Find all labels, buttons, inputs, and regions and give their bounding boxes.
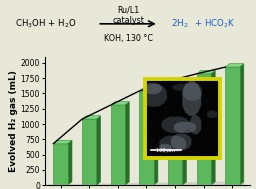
Bar xyxy=(139,91,154,185)
Text: 2H$_2$: 2H$_2$ xyxy=(172,18,189,30)
Text: 100 nm: 100 nm xyxy=(156,148,175,153)
Polygon shape xyxy=(68,140,72,185)
Polygon shape xyxy=(82,116,101,119)
Polygon shape xyxy=(240,64,244,185)
Polygon shape xyxy=(39,182,244,185)
Polygon shape xyxy=(125,102,129,185)
Y-axis label: Evolved H₂ gas (mL): Evolved H₂ gas (mL) xyxy=(9,70,18,172)
Bar xyxy=(111,105,125,185)
Polygon shape xyxy=(225,64,244,67)
Text: catalyst: catalyst xyxy=(112,16,144,25)
Text: CH$_3$OH + H$_2$O: CH$_3$OH + H$_2$O xyxy=(15,18,77,30)
Polygon shape xyxy=(96,116,101,185)
Polygon shape xyxy=(111,102,129,105)
Polygon shape xyxy=(54,140,72,144)
Bar xyxy=(168,81,182,185)
Polygon shape xyxy=(154,88,158,185)
Polygon shape xyxy=(139,88,158,91)
Polygon shape xyxy=(197,70,215,74)
Bar xyxy=(82,119,96,185)
Bar xyxy=(54,144,68,185)
Polygon shape xyxy=(182,78,187,185)
Polygon shape xyxy=(168,78,187,81)
Polygon shape xyxy=(211,70,215,185)
Bar xyxy=(225,67,240,185)
Text: KOH, 130 °C: KOH, 130 °C xyxy=(103,34,153,43)
Text: Ru/L1: Ru/L1 xyxy=(117,5,139,14)
Bar xyxy=(197,74,211,185)
Text: + HCO$_2$K: + HCO$_2$K xyxy=(189,18,236,30)
